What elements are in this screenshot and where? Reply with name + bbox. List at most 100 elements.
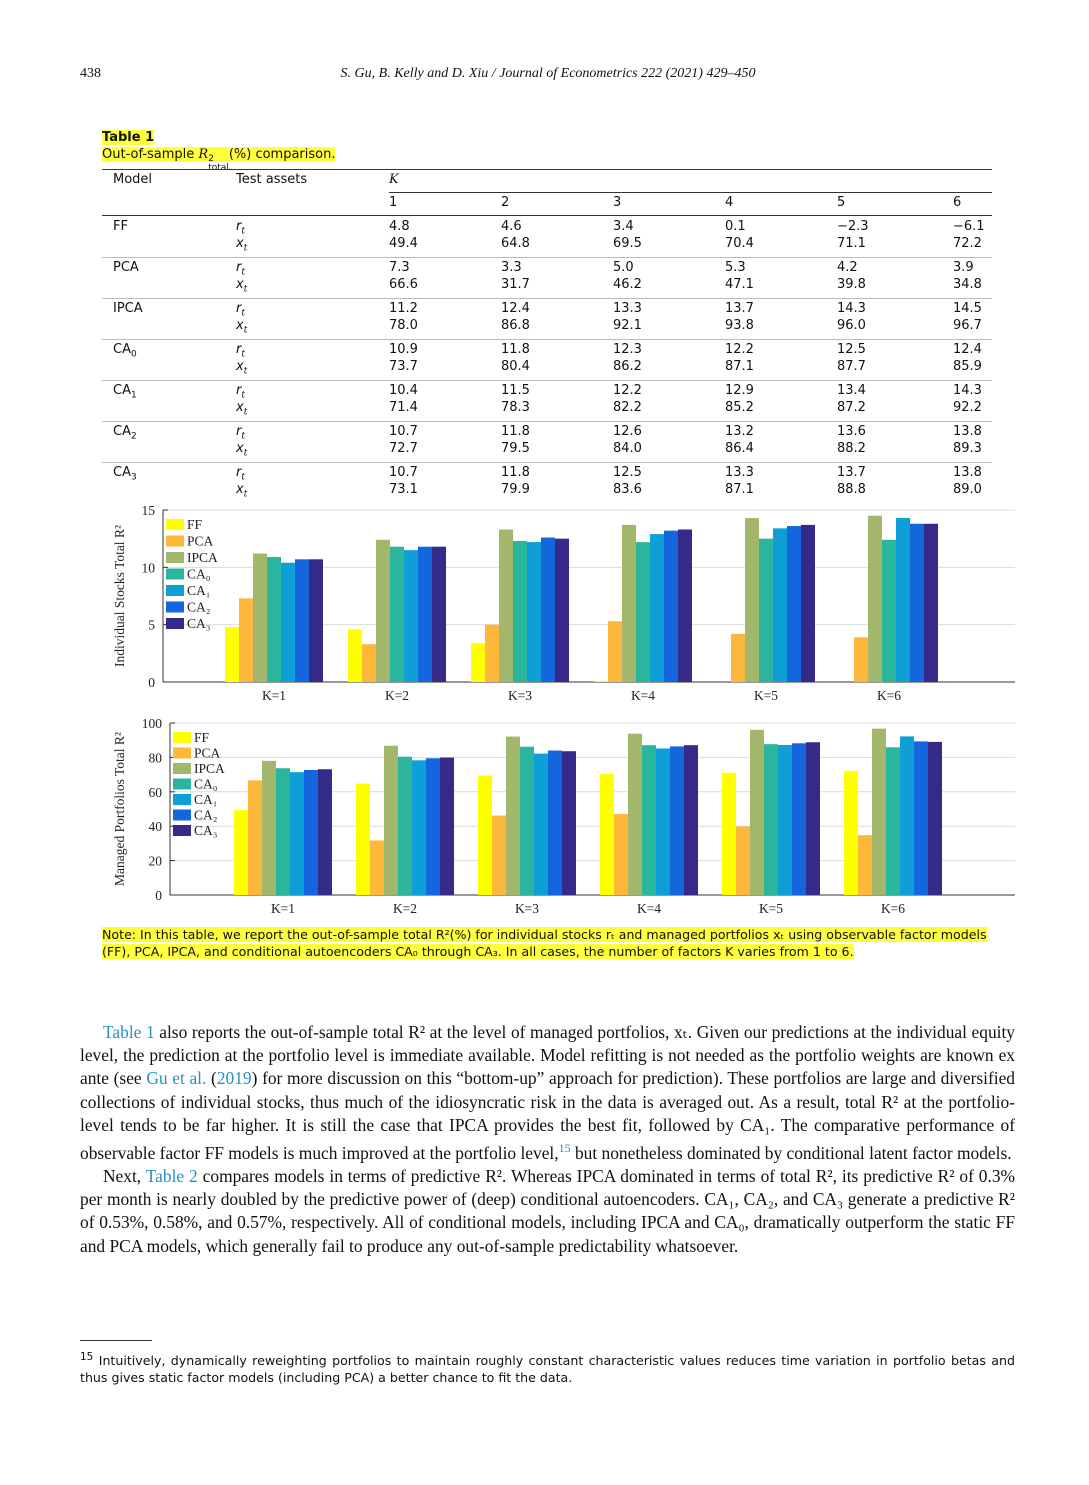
table-cell: 4.8 [389,219,410,234]
table-rule [102,380,992,381]
asset-sub: t [241,349,245,360]
y-tick-label: 0 [155,888,162,903]
bar [548,750,562,895]
x-tick-label: K=3 [508,688,532,703]
table-cell: 7.3 [389,260,410,275]
test-asset: xt [236,482,247,500]
table-cell: 13.2 [725,424,754,439]
bar [896,518,910,682]
table-cell: 83.6 [613,482,642,497]
asset-sub: t [241,431,245,442]
table-cell: 14.3 [953,383,982,398]
text: also reports the out-of-sample total R² … [80,1022,1016,1089]
model-text: PCA [113,260,139,275]
text: ( [206,1068,217,1089]
table-cell: 86.8 [501,318,530,333]
bar [499,529,513,682]
footnote-ref[interactable]: 15 [558,1141,571,1156]
model-name: CA3 [113,465,137,483]
table-cell: 3.3 [501,260,522,275]
link[interactable]: Table 1 [103,1022,155,1042]
bar [678,529,692,682]
table-cell: 88.8 [837,482,866,497]
asset-symbol: r [236,219,242,234]
bar [628,733,642,895]
k-header: 5 [837,195,846,210]
bar [806,742,820,895]
bar [656,748,670,895]
table-cell: 71.1 [837,236,866,251]
table-cell: 46.2 [613,277,642,292]
asset-symbol: r [236,424,242,439]
legend-label: PCA [194,746,221,761]
caption-symbol: R [198,147,209,162]
k-header: 4 [725,195,734,210]
link[interactable]: 2019 [216,1068,252,1089]
model-name: CA2 [113,424,137,442]
bars [225,515,938,682]
asset-symbol: x [236,441,244,456]
asset-sub: t [243,366,248,377]
legend-label: CA₁ [187,583,210,598]
table-cell: 11.8 [501,424,530,439]
model-text: FF [113,219,128,234]
table-cell: 12.6 [613,424,642,439]
test-asset: xt [236,236,247,254]
asset-symbol: r [236,301,242,316]
bar [432,546,446,682]
bar [928,741,942,895]
table-rule [102,421,992,422]
bar [622,524,636,682]
bar [670,746,684,895]
legend-label: PCA [187,534,214,549]
text: Next, [103,1166,146,1187]
table-cell: 87.2 [837,400,866,415]
legend-swatch [166,601,184,613]
caption-scripts: 2 total [208,155,229,173]
table-cell: 11.8 [501,465,530,480]
y-tick-label: 0 [148,675,155,690]
bar [731,633,745,682]
model-text: CA [113,342,131,357]
text: ) for more discussion on this “bottom-up… [80,1068,1015,1163]
bars [234,728,942,895]
bar [304,769,318,895]
bar [924,523,938,682]
link[interactable]: Table 2 [145,1166,198,1187]
column-header: K [389,172,399,187]
asset-sub: t [243,448,248,459]
table-cell: 13.8 [953,465,982,480]
bar [722,772,736,895]
table-cell: 13.7 [725,301,754,316]
column-header: Model [113,172,153,187]
table-cell: 85.2 [725,400,754,415]
footnote-number[interactable]: 15 [80,1351,94,1363]
legend-swatch [173,763,191,774]
table-cell: 96.7 [953,318,982,333]
table-cell: 93.8 [725,318,754,333]
x-tick-label: K=2 [385,688,409,703]
legend-label: IPCA [187,550,218,565]
model-name: CA1 [113,383,137,401]
legend-label: FF [194,730,210,745]
bar [492,815,506,895]
bar [239,598,253,682]
y-tick-label: 20 [149,854,163,869]
test-asset: xt [236,359,247,377]
test-asset: rt [236,342,245,360]
table-rule [102,298,992,299]
test-asset: rt [236,424,245,442]
bar [234,810,248,895]
table-cell: 84.0 [613,441,642,456]
bar [390,546,404,682]
bar [248,780,262,895]
link[interactable]: Gu et al. [146,1068,207,1089]
bar [404,550,418,682]
table-cell: 13.6 [837,424,866,439]
asset-sub: t [243,489,248,500]
k-header: 1 [389,195,398,210]
k-header: 3 [613,195,622,210]
model-text: CA [113,424,131,439]
table-cell: 5.3 [725,260,746,275]
